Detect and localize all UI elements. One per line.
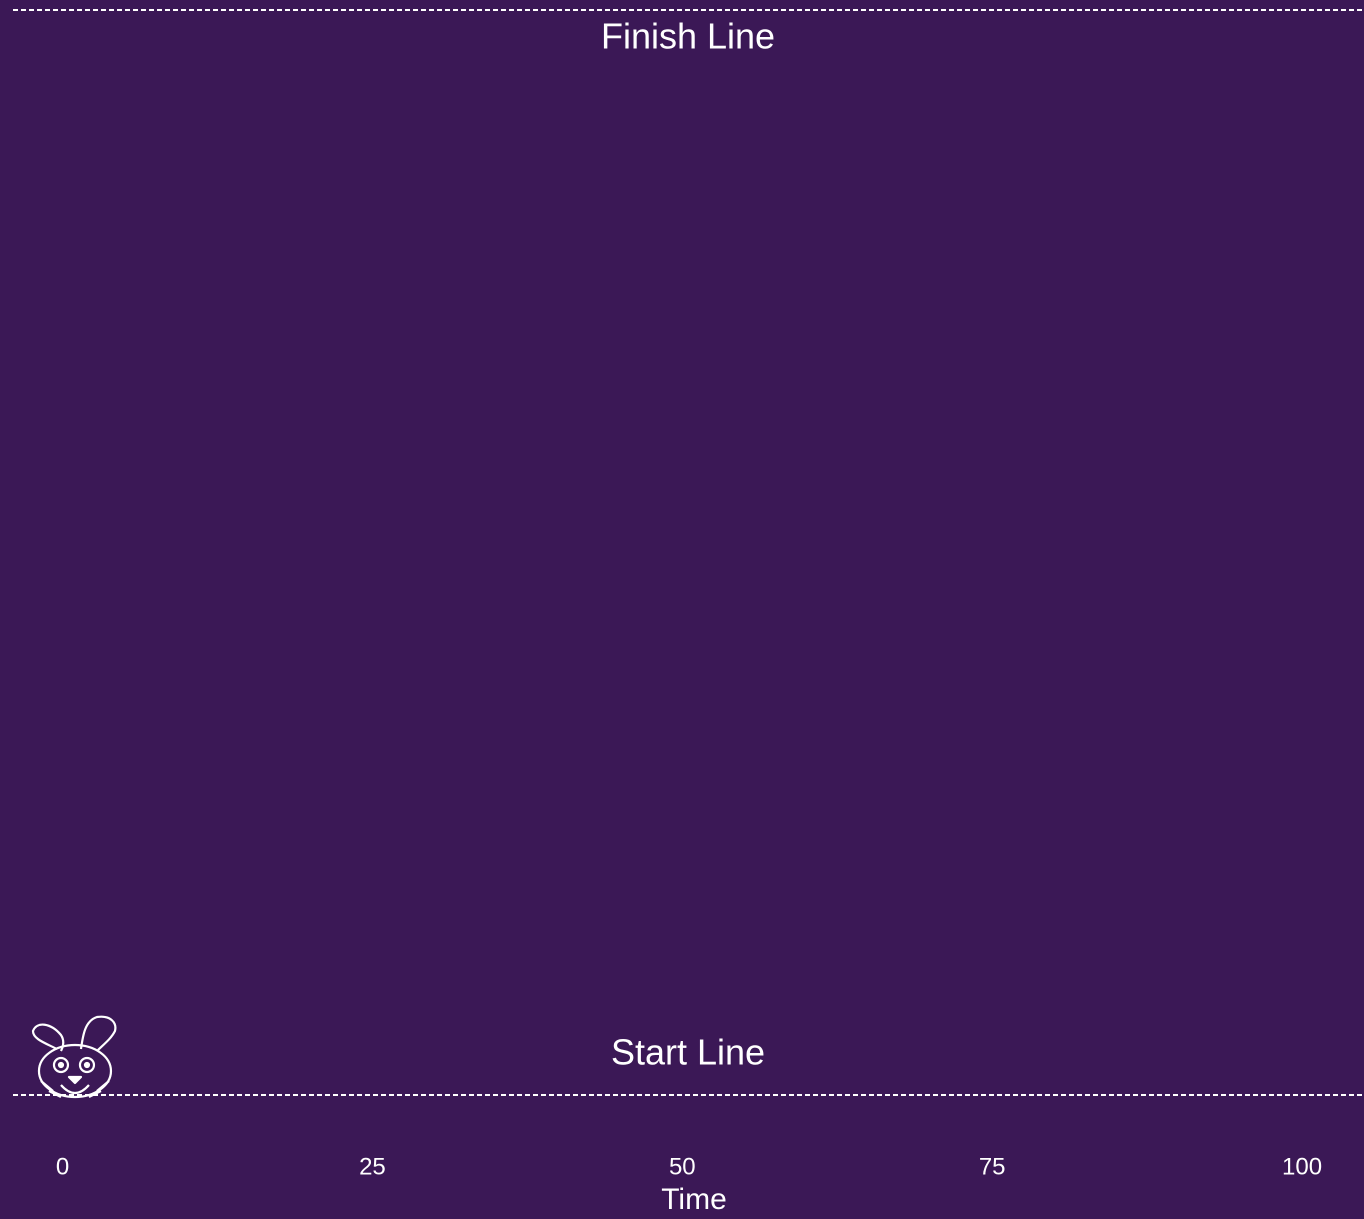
bunny-eye [52,1056,70,1074]
x-tick-label: 25 [359,1153,386,1180]
bunny-ear [79,1015,117,1052]
x-tick-label: 100 [1282,1153,1322,1180]
bunny-ear [31,1023,65,1052]
bunny-nose [67,1075,83,1085]
x-tick-label: 75 [979,1153,1006,1180]
bunny-eye [78,1056,96,1074]
runner-bunny [31,1015,117,1099]
x-axis-label: Time [661,1183,727,1216]
x-tick-label: 50 [669,1153,696,1180]
bunny-pupil [83,1061,91,1069]
x-tick-label: 0 [56,1153,69,1180]
bunny-mouth [60,1084,90,1095]
bunny-cheeks [40,1080,110,1098]
bunny-head [37,1043,113,1099]
reference-label: Finish Line [601,16,775,57]
reference-label: Start Line [611,1032,765,1073]
bunny-pupil [57,1061,65,1069]
